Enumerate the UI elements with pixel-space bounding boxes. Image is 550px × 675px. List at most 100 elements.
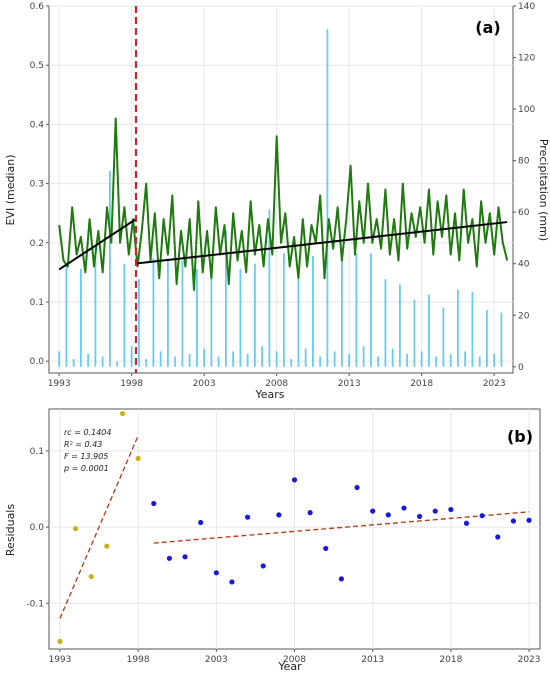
panel-b-points bbox=[57, 410, 532, 644]
precip-bar bbox=[471, 292, 474, 367]
panel-b-xtick-label: 2013 bbox=[361, 655, 384, 665]
panel-a-ytick-label: 0.0 bbox=[30, 357, 45, 367]
residual-point bbox=[416, 513, 423, 520]
panel-b-ytick-label: 0.0 bbox=[30, 523, 45, 533]
panel-a-label: (a) bbox=[475, 18, 500, 37]
panel-a-y2tick-label: 120 bbox=[518, 54, 535, 64]
panel-a-y2tick-label: 100 bbox=[518, 105, 535, 115]
panel-a-frame bbox=[48, 5, 514, 374]
panel-a-ylabel: EVI (median) bbox=[4, 154, 17, 225]
panel-a: 1993 1998 2003 2008 2013 2018 2023 0.0 0.1 0.2 0.3… bbox=[4, 2, 550, 401]
precip-bar bbox=[239, 268, 242, 367]
precip-bar bbox=[232, 351, 235, 367]
precip-bar bbox=[268, 209, 271, 367]
precip-bar bbox=[413, 299, 416, 367]
evi-trend-line bbox=[58, 218, 137, 271]
panel-b-xtick-label: 2023 bbox=[518, 655, 541, 665]
precip-bar bbox=[391, 348, 394, 367]
precip-bar bbox=[384, 279, 387, 367]
panel-b-lines bbox=[59, 435, 530, 619]
panel-a-y2tick-label: 140 bbox=[518, 2, 535, 12]
precip-bar bbox=[333, 351, 336, 367]
precip-bar bbox=[319, 356, 322, 367]
panel-a-precip-bars bbox=[58, 29, 503, 367]
residual-trend-line bbox=[153, 511, 530, 544]
panel-a-xlabel: Years bbox=[254, 388, 284, 401]
residual-point bbox=[432, 508, 438, 514]
panel-a-y2tick-label: 40 bbox=[518, 260, 530, 270]
residual-point bbox=[479, 513, 485, 519]
panel-b-grid bbox=[49, 409, 540, 649]
residual-point bbox=[338, 576, 345, 582]
panel-a-ytick-label: 0.1 bbox=[30, 298, 44, 308]
evi-line bbox=[58, 117, 509, 292]
precip-bar bbox=[457, 289, 459, 367]
precip-bar bbox=[210, 274, 213, 367]
panel-a-xtick-label: 2018 bbox=[410, 379, 433, 389]
panel-a-ytick-label: 0.2 bbox=[30, 239, 44, 249]
precip-bar bbox=[94, 245, 97, 367]
precip-bar bbox=[399, 284, 401, 367]
panel-a-y2tick-label: 80 bbox=[518, 157, 530, 167]
precip-bar bbox=[341, 261, 343, 367]
panel-b-annotations: rc = 0.1404 R² = 0.43 F = 13.905 p = 0.0… bbox=[63, 428, 111, 473]
panel-a-y2tick-label: 20 bbox=[518, 311, 530, 321]
panel-a-xtick-label: 2003 bbox=[193, 379, 216, 389]
precip-bar bbox=[225, 230, 227, 367]
precip-bar bbox=[312, 255, 314, 367]
panel-a-ytick-label: 0.6 bbox=[30, 2, 45, 12]
residual-point bbox=[323, 545, 329, 552]
panel-a-ytick-label: 0.5 bbox=[30, 61, 44, 71]
panel-a-xtick-label: 2008 bbox=[265, 379, 288, 389]
precip-bar bbox=[101, 356, 104, 367]
residual-point bbox=[57, 638, 63, 644]
precip-bar bbox=[449, 353, 452, 367]
residual-point bbox=[166, 555, 173, 561]
precip-bar bbox=[464, 351, 467, 367]
precip-bar bbox=[283, 253, 285, 367]
precip-bar bbox=[486, 310, 488, 367]
residual-point bbox=[229, 579, 235, 585]
residual-point bbox=[182, 554, 188, 560]
precip-bar bbox=[297, 279, 300, 367]
residual-point bbox=[385, 512, 391, 518]
precip-bar bbox=[355, 253, 358, 367]
precip-bar bbox=[362, 346, 365, 367]
residual-point bbox=[291, 477, 298, 483]
panel-b-ytick-label: 0.1 bbox=[30, 447, 44, 457]
residual-point bbox=[72, 526, 79, 532]
panel-a-xtick-label: 2013 bbox=[338, 379, 361, 389]
precip-bar bbox=[138, 279, 140, 367]
residual-trend-line bbox=[59, 435, 139, 619]
annotation-r2: R² = 0.43 bbox=[64, 440, 102, 449]
precip-bar bbox=[500, 312, 503, 367]
precip-bar bbox=[181, 261, 184, 367]
residual-point bbox=[135, 455, 141, 462]
panel-b-label: (b) bbox=[507, 427, 533, 446]
precip-bar bbox=[428, 294, 430, 367]
residual-point bbox=[198, 519, 204, 526]
precip-bar bbox=[203, 348, 206, 367]
precip-bar bbox=[304, 348, 307, 367]
evi-trend-line bbox=[135, 221, 508, 265]
panel-a-ytick-label: 0.3 bbox=[30, 180, 44, 190]
precip-bar bbox=[370, 253, 372, 367]
residual-point bbox=[370, 508, 376, 514]
precip-bar bbox=[406, 353, 409, 367]
precip-bar bbox=[290, 359, 293, 367]
precip-bar bbox=[130, 346, 133, 367]
residual-point bbox=[463, 520, 470, 526]
residual-point bbox=[495, 534, 501, 540]
precip-bar bbox=[109, 170, 111, 367]
precip-bar bbox=[174, 356, 177, 367]
panel-b-ylabel: Residuals bbox=[4, 504, 17, 556]
precip-bar bbox=[145, 359, 148, 367]
precip-bar bbox=[478, 356, 481, 367]
panel-b-xtick-label: 2018 bbox=[439, 655, 462, 665]
precip-bar bbox=[167, 258, 169, 367]
precip-bar bbox=[80, 268, 82, 367]
panel-b-ytick-label: -0.1 bbox=[26, 599, 44, 609]
residual-point bbox=[307, 510, 313, 516]
precip-bar bbox=[442, 307, 445, 367]
